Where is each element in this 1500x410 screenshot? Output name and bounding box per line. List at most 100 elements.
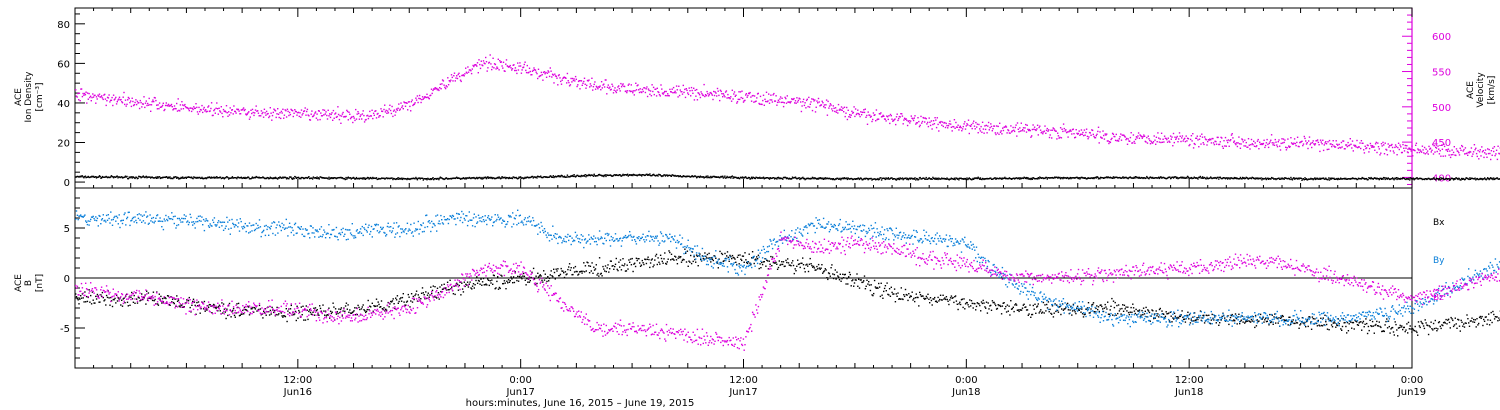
data-point xyxy=(491,279,493,281)
data-point xyxy=(87,98,89,100)
data-point xyxy=(761,103,763,106)
data-point xyxy=(380,300,383,302)
data-point xyxy=(675,85,678,87)
data-point xyxy=(739,91,742,93)
data-point xyxy=(471,68,473,70)
data-point xyxy=(1186,140,1188,142)
data-point xyxy=(429,178,431,181)
data-point xyxy=(298,115,300,118)
data-point xyxy=(550,175,552,177)
data-point xyxy=(831,178,834,181)
data-point xyxy=(126,293,128,295)
data-point xyxy=(124,175,127,177)
data-point xyxy=(1057,132,1059,134)
data-point xyxy=(1403,147,1405,149)
data-point xyxy=(86,92,89,94)
data-point xyxy=(1432,153,1435,155)
data-point xyxy=(629,90,632,93)
data-point xyxy=(895,116,898,118)
data-point xyxy=(84,94,87,96)
data-point xyxy=(942,125,944,128)
data-point xyxy=(83,92,86,95)
data-point xyxy=(1457,178,1459,181)
data-point xyxy=(615,90,617,92)
data-point xyxy=(1357,146,1359,149)
data-point xyxy=(1046,178,1048,180)
data-point xyxy=(95,176,97,178)
data-point xyxy=(678,94,681,97)
data-point xyxy=(127,178,130,180)
data-point xyxy=(1074,177,1076,179)
data-point xyxy=(971,127,973,130)
data-point xyxy=(1186,177,1188,179)
data-point xyxy=(781,97,783,99)
data-point xyxy=(1276,178,1279,180)
data-point xyxy=(1414,149,1416,152)
bottom-data xyxy=(75,209,1500,351)
data-point xyxy=(387,177,390,179)
data-point xyxy=(1247,146,1249,148)
data-point xyxy=(1169,176,1171,178)
data-point xyxy=(254,109,257,111)
data-point xyxy=(1449,150,1451,152)
data-point xyxy=(1312,178,1314,181)
data-point xyxy=(1292,143,1294,145)
data-point xyxy=(165,102,167,104)
data-point xyxy=(551,76,553,78)
data-point xyxy=(426,93,428,95)
data-point xyxy=(1219,176,1221,178)
data-point xyxy=(815,106,817,108)
data-point xyxy=(988,177,990,180)
data-point xyxy=(140,101,142,104)
data-point xyxy=(1467,151,1470,154)
data-point xyxy=(75,296,78,298)
data-point xyxy=(887,177,889,179)
data-point xyxy=(1049,177,1051,179)
data-point xyxy=(863,111,866,114)
data-point xyxy=(862,111,864,113)
data-point xyxy=(1473,178,1476,180)
data-point xyxy=(360,177,362,180)
data-point xyxy=(666,95,668,97)
data-point xyxy=(684,176,687,178)
density-axis-label: ACE Ion Density [cm⁻³] xyxy=(14,71,45,123)
data-point xyxy=(1322,149,1325,152)
data-point xyxy=(770,177,772,180)
velocity-tick-label: 600 xyxy=(1432,32,1451,43)
data-point xyxy=(992,178,994,180)
data-point xyxy=(176,110,179,112)
data-point xyxy=(807,105,809,108)
data-point xyxy=(170,103,173,106)
data-point xyxy=(771,99,773,101)
data-point xyxy=(707,176,710,179)
data-point xyxy=(589,175,592,177)
data-point xyxy=(776,104,778,106)
data-point xyxy=(636,175,638,177)
data-point xyxy=(222,177,225,179)
data-point xyxy=(1118,138,1120,140)
data-point xyxy=(929,124,932,127)
data-point xyxy=(396,109,398,111)
data-point xyxy=(177,299,180,301)
data-point xyxy=(735,176,737,179)
data-point xyxy=(92,299,94,301)
data-point xyxy=(246,309,248,312)
data-point xyxy=(820,177,823,180)
data-point xyxy=(1381,145,1383,147)
data-point xyxy=(1441,177,1444,180)
data-point xyxy=(1033,178,1036,180)
data-point xyxy=(152,291,155,293)
data-point xyxy=(698,176,701,179)
data-point xyxy=(745,176,747,178)
data-point xyxy=(811,109,814,112)
data-point xyxy=(1494,154,1496,157)
data-point xyxy=(287,310,289,312)
data-point xyxy=(724,96,726,98)
data-point xyxy=(267,306,269,308)
data-point xyxy=(958,129,960,131)
data-point xyxy=(1086,135,1089,138)
data-point xyxy=(157,177,159,179)
data-point xyxy=(466,281,469,283)
data-point xyxy=(1335,140,1337,142)
data-point xyxy=(1327,141,1329,143)
